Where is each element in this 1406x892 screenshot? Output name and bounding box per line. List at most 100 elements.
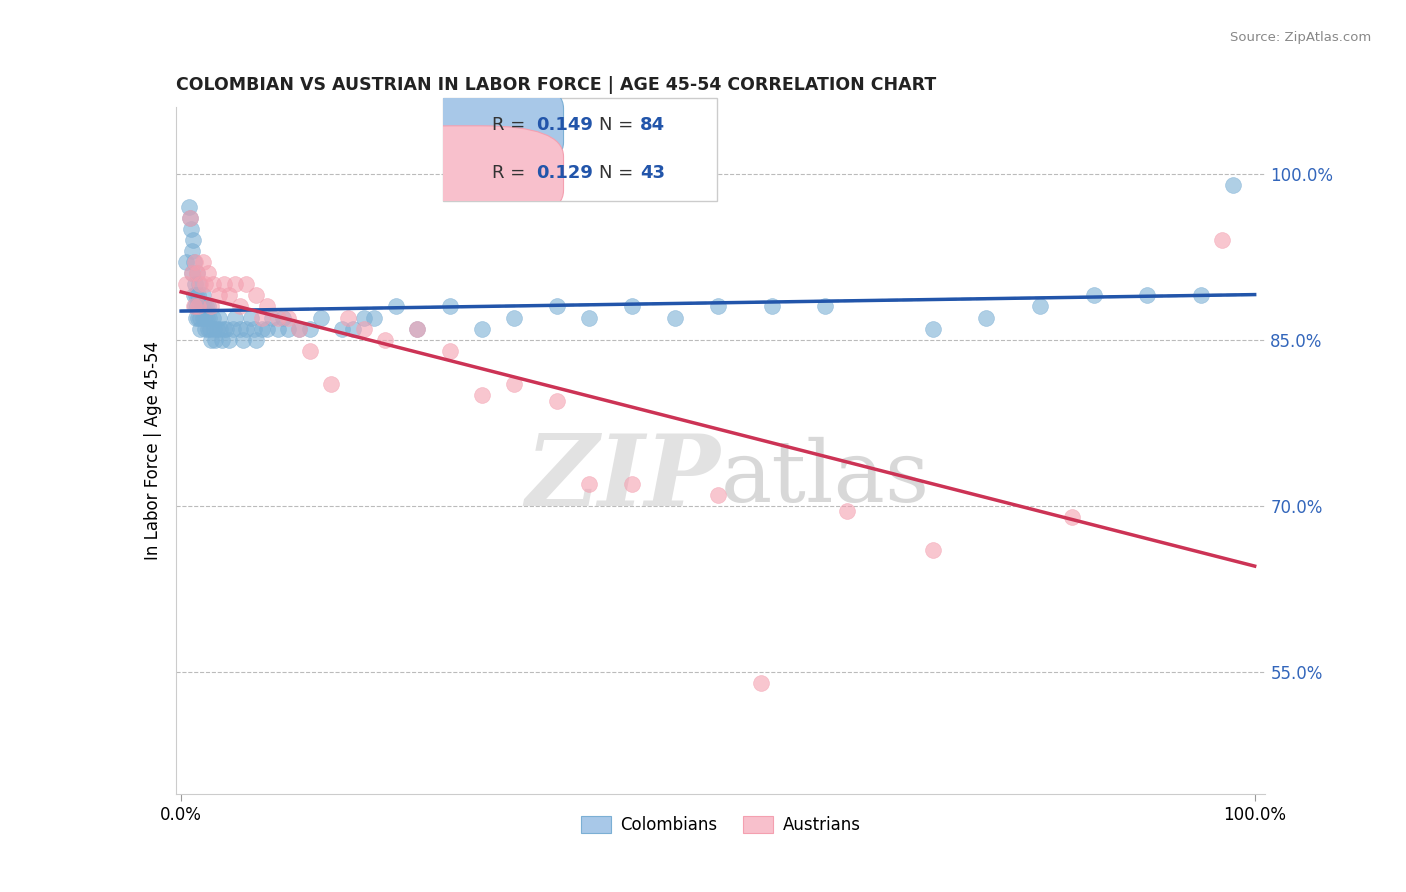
Point	[578, 476, 600, 491]
Point	[1222, 178, 1244, 192]
Point	[186, 288, 208, 302]
Point	[471, 388, 494, 402]
Point	[761, 300, 783, 314]
Point	[208, 288, 231, 302]
Point	[353, 321, 375, 335]
Point	[921, 321, 943, 335]
Point	[1211, 233, 1233, 247]
Point	[385, 300, 408, 314]
Point	[197, 266, 219, 280]
Point	[921, 543, 943, 558]
Point	[184, 277, 207, 292]
Point	[707, 300, 730, 314]
Point	[277, 310, 299, 325]
Text: 84: 84	[640, 116, 665, 134]
Point	[245, 288, 267, 302]
Text: COLOMBIAN VS AUSTRIAN IN LABOR FORCE | AGE 45-54 CORRELATION CHART: COLOMBIAN VS AUSTRIAN IN LABOR FORCE | A…	[176, 77, 936, 95]
Point	[183, 300, 205, 314]
Point	[229, 300, 252, 314]
Point	[198, 321, 221, 335]
Point	[184, 255, 207, 269]
Point	[256, 300, 278, 314]
Point	[190, 300, 212, 314]
Point	[179, 211, 201, 225]
Point	[200, 333, 222, 347]
Point	[309, 310, 332, 325]
Point	[267, 310, 290, 325]
Point	[194, 321, 217, 335]
Point	[232, 333, 254, 347]
Point	[271, 310, 294, 325]
Legend: Colombians, Austrians: Colombians, Austrians	[574, 809, 868, 840]
Point	[835, 504, 858, 518]
Point	[188, 277, 211, 292]
Text: Source: ZipAtlas.com: Source: ZipAtlas.com	[1230, 31, 1371, 45]
Text: N =: N =	[599, 164, 640, 182]
Point	[177, 200, 200, 214]
Point	[262, 310, 284, 325]
Point	[235, 321, 257, 335]
Point	[298, 321, 321, 335]
Point	[202, 310, 225, 325]
Point	[267, 321, 290, 335]
Point	[256, 321, 278, 335]
Point	[546, 393, 568, 408]
Text: 43: 43	[640, 164, 665, 182]
Point	[439, 343, 461, 358]
Point	[194, 310, 217, 325]
Point	[205, 321, 228, 335]
Point	[181, 233, 204, 247]
Point	[218, 333, 240, 347]
Point	[184, 300, 207, 314]
Point	[224, 310, 246, 325]
Point	[204, 333, 226, 347]
Point	[190, 321, 212, 335]
Text: atlas: atlas	[721, 436, 929, 519]
Point	[245, 333, 267, 347]
Point	[239, 310, 262, 325]
Point	[503, 376, 526, 391]
Point	[406, 321, 429, 335]
Point	[191, 255, 214, 269]
Point	[190, 277, 212, 292]
Point	[186, 266, 208, 280]
Point	[194, 300, 217, 314]
Text: N =: N =	[599, 116, 640, 134]
Point	[186, 266, 208, 280]
Point	[194, 277, 217, 292]
Point	[406, 321, 429, 335]
Point	[211, 333, 233, 347]
FancyBboxPatch shape	[443, 98, 717, 201]
Point	[218, 288, 240, 302]
Point	[212, 277, 235, 292]
Text: 0.149: 0.149	[536, 116, 593, 134]
Text: R =: R =	[492, 164, 531, 182]
Point	[229, 321, 252, 335]
Point	[363, 310, 385, 325]
Point	[180, 244, 202, 258]
Point	[288, 321, 311, 335]
Point	[353, 310, 375, 325]
Point	[288, 321, 311, 335]
Point	[195, 310, 218, 325]
Point	[749, 676, 772, 690]
Point	[471, 321, 494, 335]
Point	[190, 310, 212, 325]
Point	[215, 321, 238, 335]
Point	[200, 300, 222, 314]
Point	[179, 211, 201, 225]
Point	[176, 255, 198, 269]
Point	[1062, 510, 1084, 524]
Point	[198, 310, 221, 325]
Point	[180, 266, 202, 280]
Point	[208, 310, 231, 325]
Point	[212, 321, 235, 335]
Point	[235, 277, 257, 292]
Text: 0.129: 0.129	[536, 164, 593, 182]
Point	[224, 277, 246, 292]
Point	[183, 288, 205, 302]
Point	[180, 222, 202, 236]
Point	[1136, 288, 1159, 302]
FancyBboxPatch shape	[368, 126, 564, 221]
Point	[187, 300, 209, 314]
